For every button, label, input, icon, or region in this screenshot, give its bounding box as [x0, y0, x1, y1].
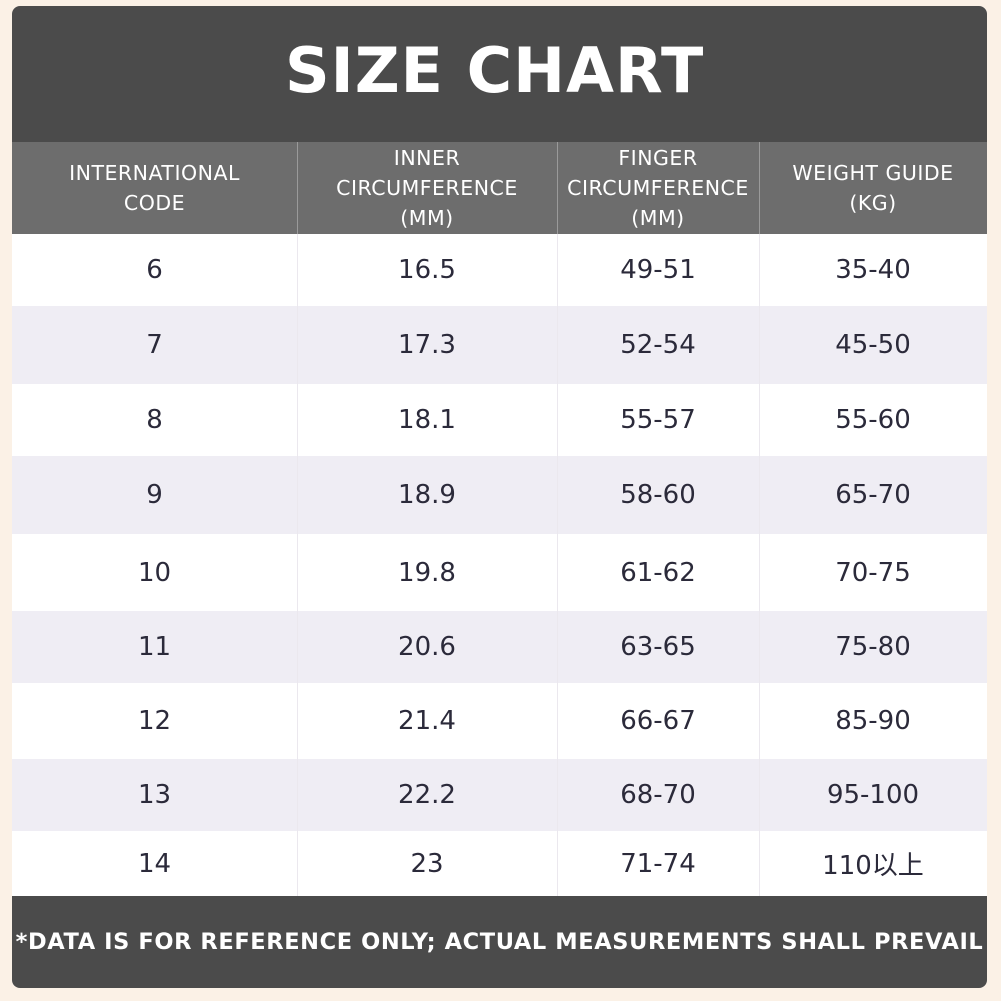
cell-weight: 35-40: [835, 255, 911, 285]
cell-finger: 71-74: [620, 848, 696, 879]
cell-weight: 65-70: [835, 480, 911, 510]
cell-code: 7: [146, 330, 163, 360]
cell-finger: 68-70: [620, 780, 696, 810]
header-divider: [297, 142, 298, 234]
size-chart-card: SIZE CHART INTERNATIONAL CODE INNER CIRC…: [12, 6, 987, 988]
cell-weight: 95-100: [826, 780, 920, 810]
table-row: 13 22.2 68-70 95-100: [12, 759, 987, 831]
disclaimer-bar: *DATA IS FOR REFERENCE ONLY; ACTUAL MEAS…: [12, 896, 987, 988]
disclaimer-text: *DATA IS FOR REFERENCE ONLY; ACTUAL MEAS…: [15, 929, 984, 955]
header-international-code: INTERNATIONAL CODE: [69, 161, 240, 215]
cell-code: 11: [137, 632, 172, 662]
cell-inner: 18.9: [398, 480, 456, 510]
cell-inner: 21.4: [398, 706, 456, 736]
cell-inner: 18.1: [398, 405, 456, 435]
table-row: 10 19.8 61-62 70-75: [12, 534, 987, 611]
header-weight-guide: WEIGHT GUIDE (KG): [792, 161, 954, 215]
cell-finger: 49-51: [620, 255, 696, 285]
title-bar: SIZE CHART: [12, 6, 987, 142]
cell-inner: 16.5: [398, 255, 456, 285]
header-finger-circumference: FINGER CIRCUMFERENCE (MM): [567, 146, 749, 230]
table-row: 8 18.1 55-57 55-60: [12, 384, 987, 456]
cell-weight: 55-60: [835, 405, 911, 435]
cell-inner: 22.2: [398, 780, 456, 810]
cell-code: 12: [137, 706, 172, 736]
cell-weight: 85-90: [835, 706, 911, 736]
cell-code: 14: [137, 848, 172, 879]
cell-inner: 17.3: [398, 330, 456, 360]
chart-title: SIZE CHART: [285, 34, 705, 107]
column-divider: [759, 234, 760, 896]
cell-weight: 70-75: [835, 557, 911, 588]
cell-code: 6: [146, 255, 163, 285]
cell-finger: 52-54: [620, 330, 696, 360]
header-divider: [759, 142, 760, 234]
cell-code: 8: [146, 405, 163, 435]
cell-code: 13: [137, 780, 172, 810]
cell-code: 9: [146, 480, 163, 510]
table-row: 11 20.6 63-65 75-80: [12, 611, 987, 683]
table-row: 6 16.5 49-51 35-40: [12, 234, 987, 306]
cell-finger: 66-67: [620, 706, 696, 736]
table-row: 12 21.4 66-67 85-90: [12, 683, 987, 759]
header-divider: [557, 142, 558, 234]
table-header-row: INTERNATIONAL CODE INNER CIRCUMFERENCE (…: [12, 142, 987, 234]
cell-weight: 75-80: [835, 632, 911, 662]
table-row: 14 23 71-74 110以上: [12, 831, 987, 896]
header-inner-circumference: INNER CIRCUMFERENCE (MM): [336, 146, 518, 230]
cell-weight: 45-50: [835, 330, 911, 360]
cell-code: 10: [137, 557, 172, 588]
cell-inner: 23: [410, 848, 444, 879]
cell-inner: 20.6: [398, 632, 456, 662]
table-row: 7 17.3 52-54 45-50: [12, 306, 987, 384]
cell-finger: 61-62: [620, 557, 696, 588]
cell-finger: 55-57: [620, 405, 696, 435]
column-divider: [297, 234, 298, 896]
table-row: 9 18.9 58-60 65-70: [12, 456, 987, 534]
cell-finger: 58-60: [620, 480, 696, 510]
cell-weight: 110以上: [822, 851, 924, 881]
column-divider: [557, 234, 558, 896]
cell-finger: 63-65: [620, 632, 696, 662]
cell-inner: 19.8: [398, 557, 456, 588]
